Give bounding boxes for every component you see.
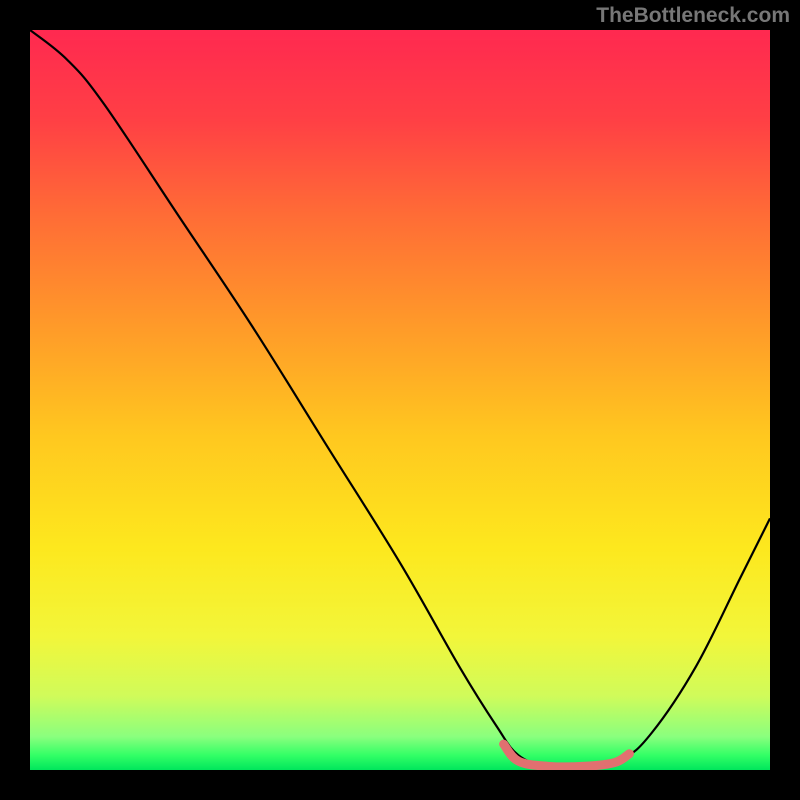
watermark-text: TheBottleneck.com: [596, 4, 790, 28]
plot-svg: [30, 30, 770, 770]
chart-container: TheBottleneck.com: [0, 0, 800, 800]
gradient-background: [30, 30, 770, 770]
plot-area: [30, 30, 770, 770]
